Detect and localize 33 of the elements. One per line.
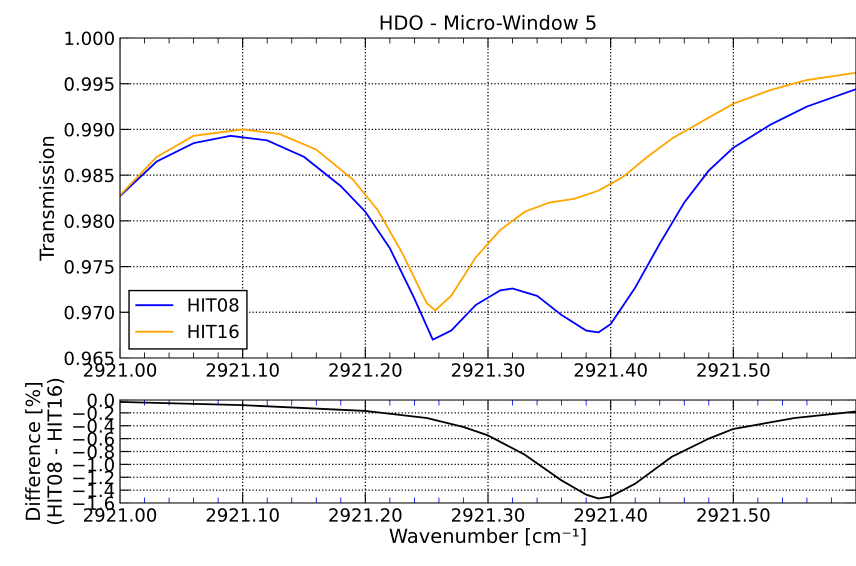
y-tick-label: −0.2	[73, 406, 114, 420]
x-tick-label: 2921.30	[452, 363, 524, 377]
y-tick-label: 0.0	[88, 393, 114, 408]
y-tick-label: −0.6	[73, 432, 114, 446]
y-tick-label: 0.975	[64, 260, 114, 274]
x-tick-label: 2921.40	[574, 508, 647, 522]
y-tick-label: −1.0	[73, 458, 114, 472]
y-tick-label: −1.4	[73, 484, 114, 497]
x-tick-label: 2921.20	[329, 363, 402, 377]
y-tick-label: −0.8	[73, 444, 114, 459]
x-tick-label: 2921.00	[84, 508, 156, 522]
chart-title: HDO - Micro-Window 5	[380, 14, 596, 30]
y-tick-label: −0.4	[73, 419, 114, 433]
x-tick-label: 2921.20	[329, 508, 402, 522]
y-tick-label: 0.990	[64, 122, 114, 137]
y-tick-label: 1.000	[65, 31, 114, 46]
y-axis-title: Transmission	[39, 136, 54, 261]
y-axis-title: Difference [%] (HIT08 - HIT16)	[25, 378, 64, 524]
y-tick-label: 0.995	[64, 77, 114, 91]
x-tick-label: 2921.50	[697, 508, 770, 522]
x-tick-label: 2921.40	[574, 363, 647, 377]
y-tick-label: 0.970	[64, 306, 114, 320]
y-tick-label: 0.980	[64, 214, 114, 228]
x-tick-label: 2921.10	[206, 508, 279, 522]
legend-label: HIT08	[188, 298, 238, 312]
x-tick-label: 2921.50	[697, 363, 770, 377]
y-tick-label: −1.2	[73, 470, 114, 484]
legend-label: HIT16	[188, 324, 239, 338]
x-tick-label: 2921.10	[206, 363, 279, 377]
x-axis-title: Wavenumber [cm⁻¹]	[389, 528, 586, 546]
x-tick-label: 2921.00	[84, 363, 156, 377]
x-tick-label: 2921.30	[452, 508, 524, 522]
y-tick-label: 0.985	[64, 168, 114, 182]
